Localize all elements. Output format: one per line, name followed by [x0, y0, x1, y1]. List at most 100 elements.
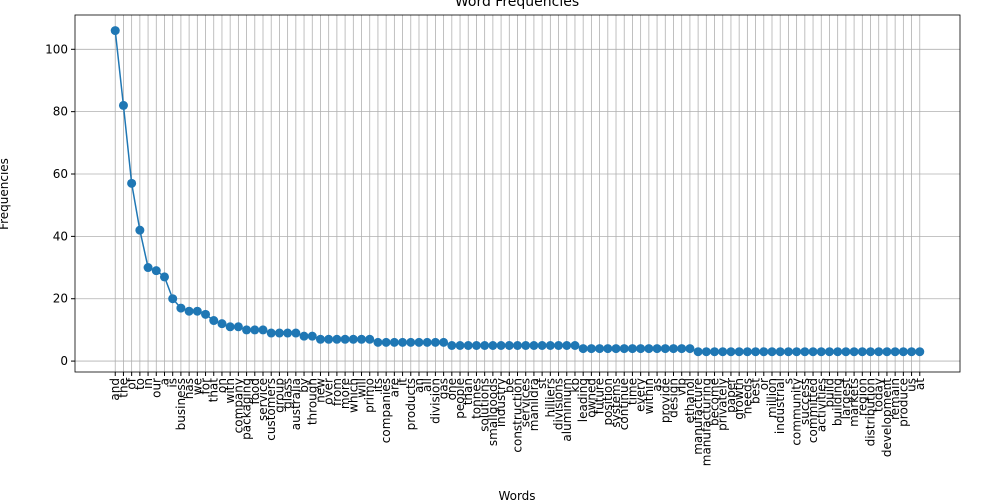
- marker: [841, 347, 851, 357]
- x-tick-label: design: [666, 378, 680, 418]
- marker: [693, 347, 703, 357]
- x-tick-label: packaging: [240, 378, 254, 440]
- x-tick-label: food: [248, 378, 262, 405]
- x-tick-label: markets: [847, 378, 861, 427]
- marker: [857, 347, 867, 357]
- x-tick-label: aluminium: [560, 378, 574, 442]
- x-tick-label: more: [338, 378, 352, 409]
- marker: [324, 334, 334, 344]
- x-tick-label: best: [749, 378, 763, 404]
- x-tick-label: today: [872, 378, 886, 412]
- marker: [135, 225, 145, 235]
- marker: [726, 347, 736, 357]
- x-tick-label: our: [149, 378, 163, 398]
- x-tick-label: all: [420, 378, 434, 392]
- x-tick-label: kb: [568, 378, 582, 393]
- x-tick-label: continue: [617, 378, 631, 430]
- marker: [430, 337, 440, 347]
- marker: [677, 344, 687, 354]
- marker: [792, 347, 802, 357]
- x-tick-label: growth: [732, 378, 746, 420]
- y-tick-label: 60: [53, 167, 68, 181]
- x-tick-label: it: [396, 378, 410, 386]
- x-tick-label: needs: [740, 378, 754, 414]
- x-tick-label: leading: [576, 378, 590, 422]
- marker: [890, 347, 900, 357]
- marker: [882, 347, 892, 357]
- x-tick-label: time: [625, 378, 639, 405]
- marker: [315, 334, 325, 344]
- x-tick-label: s: [781, 378, 795, 384]
- marker: [381, 337, 391, 347]
- x-tick-label: manildra: [527, 378, 541, 431]
- x-tick-label: produce: [896, 378, 910, 427]
- marker: [759, 347, 769, 357]
- x-tick-label: manufacture: [691, 378, 705, 455]
- x-tick-label: us: [905, 378, 919, 392]
- x-tick-label: industry: [494, 378, 508, 427]
- x-tick-label: from: [330, 378, 344, 406]
- x-tick-label: products: [404, 378, 418, 430]
- marker: [389, 337, 399, 347]
- marker: [800, 347, 810, 357]
- y-tick-label: 0: [60, 354, 68, 368]
- marker: [627, 344, 637, 354]
- marker: [447, 340, 457, 350]
- marker: [710, 347, 720, 357]
- marker: [521, 340, 531, 350]
- x-tick-label: hilliers: [543, 378, 557, 418]
- marker: [874, 347, 884, 357]
- x-tick-label: than: [461, 378, 475, 405]
- y-tick-label: 20: [53, 292, 68, 306]
- x-tick-label: the: [116, 378, 130, 398]
- marker: [562, 340, 572, 350]
- y-tick-label: 100: [45, 42, 68, 56]
- marker: [611, 344, 621, 354]
- marker: [242, 325, 252, 335]
- x-tick-label: systems: [609, 378, 623, 428]
- marker: [332, 334, 342, 344]
- x-tick-label: at: [913, 378, 927, 390]
- marker: [595, 344, 605, 354]
- x-tick-label: that: [207, 378, 221, 403]
- marker: [660, 344, 670, 354]
- marker: [808, 347, 818, 357]
- x-tick-label: australia: [289, 378, 303, 430]
- x-tick-label: smallgoods: [486, 378, 500, 446]
- marker: [201, 309, 211, 319]
- x-tick-label: remain: [888, 378, 902, 420]
- marker: [192, 306, 202, 316]
- marker: [455, 340, 465, 350]
- x-tick-label: position: [601, 378, 615, 426]
- x-tick-label: manufacturing: [699, 378, 713, 466]
- x-tick-label: paper: [724, 378, 738, 413]
- x-tick-label: construction: [511, 378, 525, 453]
- marker: [340, 334, 350, 344]
- marker: [783, 347, 793, 357]
- x-tick-label: company: [231, 378, 245, 433]
- marker: [118, 100, 128, 110]
- marker: [398, 337, 408, 347]
- marker: [250, 325, 260, 335]
- x-tick-label: million: [765, 378, 779, 418]
- x-tick-label: with: [223, 378, 237, 403]
- x-tick-label: gas: [437, 378, 451, 399]
- marker: [151, 266, 161, 276]
- marker: [471, 340, 481, 350]
- y-tick-label: 40: [53, 229, 68, 243]
- x-tick-label: become: [708, 378, 722, 426]
- x-tick-label: glass: [281, 378, 295, 409]
- marker: [751, 347, 761, 357]
- marker: [373, 337, 383, 347]
- marker: [258, 325, 268, 335]
- x-tick-label: privately: [716, 378, 730, 431]
- marker: [513, 340, 522, 350]
- x-tick-label: in: [141, 378, 155, 389]
- marker: [775, 347, 785, 357]
- x-tick-label: is: [166, 378, 180, 388]
- marker: [480, 340, 490, 350]
- x-tick-label: region: [855, 378, 869, 416]
- x-tick-label: development: [880, 378, 894, 457]
- marker: [283, 328, 293, 338]
- marker: [603, 344, 613, 354]
